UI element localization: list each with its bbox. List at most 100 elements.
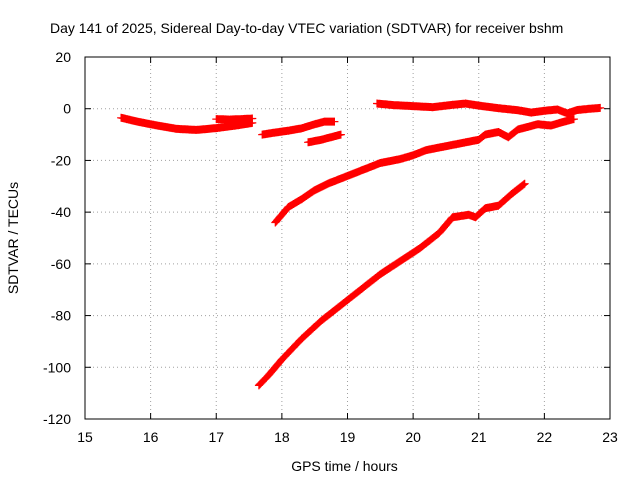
data-point <box>300 338 303 340</box>
data-point <box>274 131 277 134</box>
series-track-2 <box>212 114 257 124</box>
chart-title: Day 141 of 2025, Sidereal Day-to-day VTE… <box>50 20 563 36</box>
data-point <box>379 162 382 164</box>
data-point <box>267 374 270 376</box>
data-point <box>340 304 342 307</box>
data-point <box>451 104 454 106</box>
data-point <box>274 221 277 224</box>
data-point <box>543 109 546 112</box>
data-point <box>477 104 480 107</box>
data-point <box>313 123 316 126</box>
data-point <box>156 124 158 127</box>
data-point <box>556 108 559 111</box>
data-point <box>576 109 578 111</box>
data-point <box>418 247 421 250</box>
x-tick-label: 22 <box>537 429 553 445</box>
data-point <box>550 124 552 127</box>
y-tick-label: 20 <box>55 49 71 65</box>
y-tick-label: -20 <box>51 152 71 168</box>
data-point <box>399 158 401 160</box>
y-tick-label: -100 <box>43 359 71 375</box>
data-point <box>281 358 283 361</box>
x-axis-label: GPS time / hours <box>291 458 398 474</box>
data-point <box>241 118 244 120</box>
y-axis-label: SDTVAR / TECUs <box>5 182 21 294</box>
data-point <box>251 122 254 124</box>
data-point <box>474 216 477 219</box>
data-point <box>215 127 218 129</box>
y-tick-label: -60 <box>51 256 71 272</box>
data-point <box>330 136 332 138</box>
data-point <box>376 102 378 105</box>
data-point <box>573 118 575 120</box>
data-point <box>497 204 500 207</box>
data-point <box>359 288 362 291</box>
data-point <box>261 133 263 136</box>
data-point <box>320 138 323 141</box>
data-point <box>425 149 428 151</box>
data-point <box>353 172 355 175</box>
data-point <box>195 129 198 131</box>
data-point <box>379 273 382 276</box>
data-point <box>497 131 500 133</box>
axis-ticks: 15 16 17 18 19 20 21 22 23 20 0 -20 -40 -60 -80 -100 -12… <box>43 49 618 445</box>
series-track-1 <box>117 113 257 134</box>
data-point <box>399 260 401 263</box>
y-tick-label: -40 <box>51 204 71 220</box>
series-track-5 <box>373 99 605 118</box>
data-point <box>300 127 303 130</box>
x-tick-label: 23 <box>602 429 618 445</box>
data-point <box>300 198 303 201</box>
data-point <box>484 133 487 136</box>
x-tick-label: 20 <box>405 429 421 445</box>
series-track-7 <box>254 179 529 390</box>
data-point <box>477 138 480 141</box>
data-point <box>599 107 601 109</box>
data-point <box>412 105 414 107</box>
data-point <box>451 216 454 219</box>
data-point <box>215 118 218 120</box>
series-track-2-markers <box>212 114 257 124</box>
x-tick-label: 15 <box>77 429 93 445</box>
data-point <box>120 116 122 119</box>
data-point <box>176 128 178 130</box>
data-point <box>464 141 467 144</box>
series-track-3 <box>258 117 339 139</box>
data-point <box>313 189 316 191</box>
x-tick-label: 17 <box>208 429 224 445</box>
data-point <box>333 120 336 123</box>
data-point <box>530 111 533 114</box>
data-point <box>464 102 467 105</box>
series-track-6 <box>271 115 578 227</box>
data-point <box>258 384 260 387</box>
data-point <box>537 123 539 126</box>
data-point <box>566 112 569 115</box>
data-point <box>366 167 368 169</box>
y-tick-label: 0 <box>63 101 71 117</box>
data-point <box>235 124 237 127</box>
data-point <box>523 182 526 185</box>
data-point <box>432 106 434 108</box>
data-point <box>484 207 487 210</box>
data-point <box>228 118 231 121</box>
data-point <box>136 120 139 123</box>
data-point <box>320 319 323 322</box>
x-tick-label: 21 <box>471 429 487 445</box>
data-point <box>468 213 470 216</box>
series-track-4 <box>304 130 345 147</box>
data-point <box>563 120 565 123</box>
data-point <box>497 107 500 109</box>
data-point <box>340 133 342 136</box>
data-point <box>510 193 513 195</box>
data-series <box>117 99 605 390</box>
data-point <box>438 232 441 234</box>
data-point <box>327 182 329 185</box>
data-point <box>323 120 326 123</box>
data-point <box>340 177 342 180</box>
x-tick-label: 18 <box>274 429 290 445</box>
x-tick-label: 16 <box>143 429 159 445</box>
data-point <box>392 104 395 106</box>
data-point <box>517 128 519 131</box>
data-point <box>287 129 290 132</box>
